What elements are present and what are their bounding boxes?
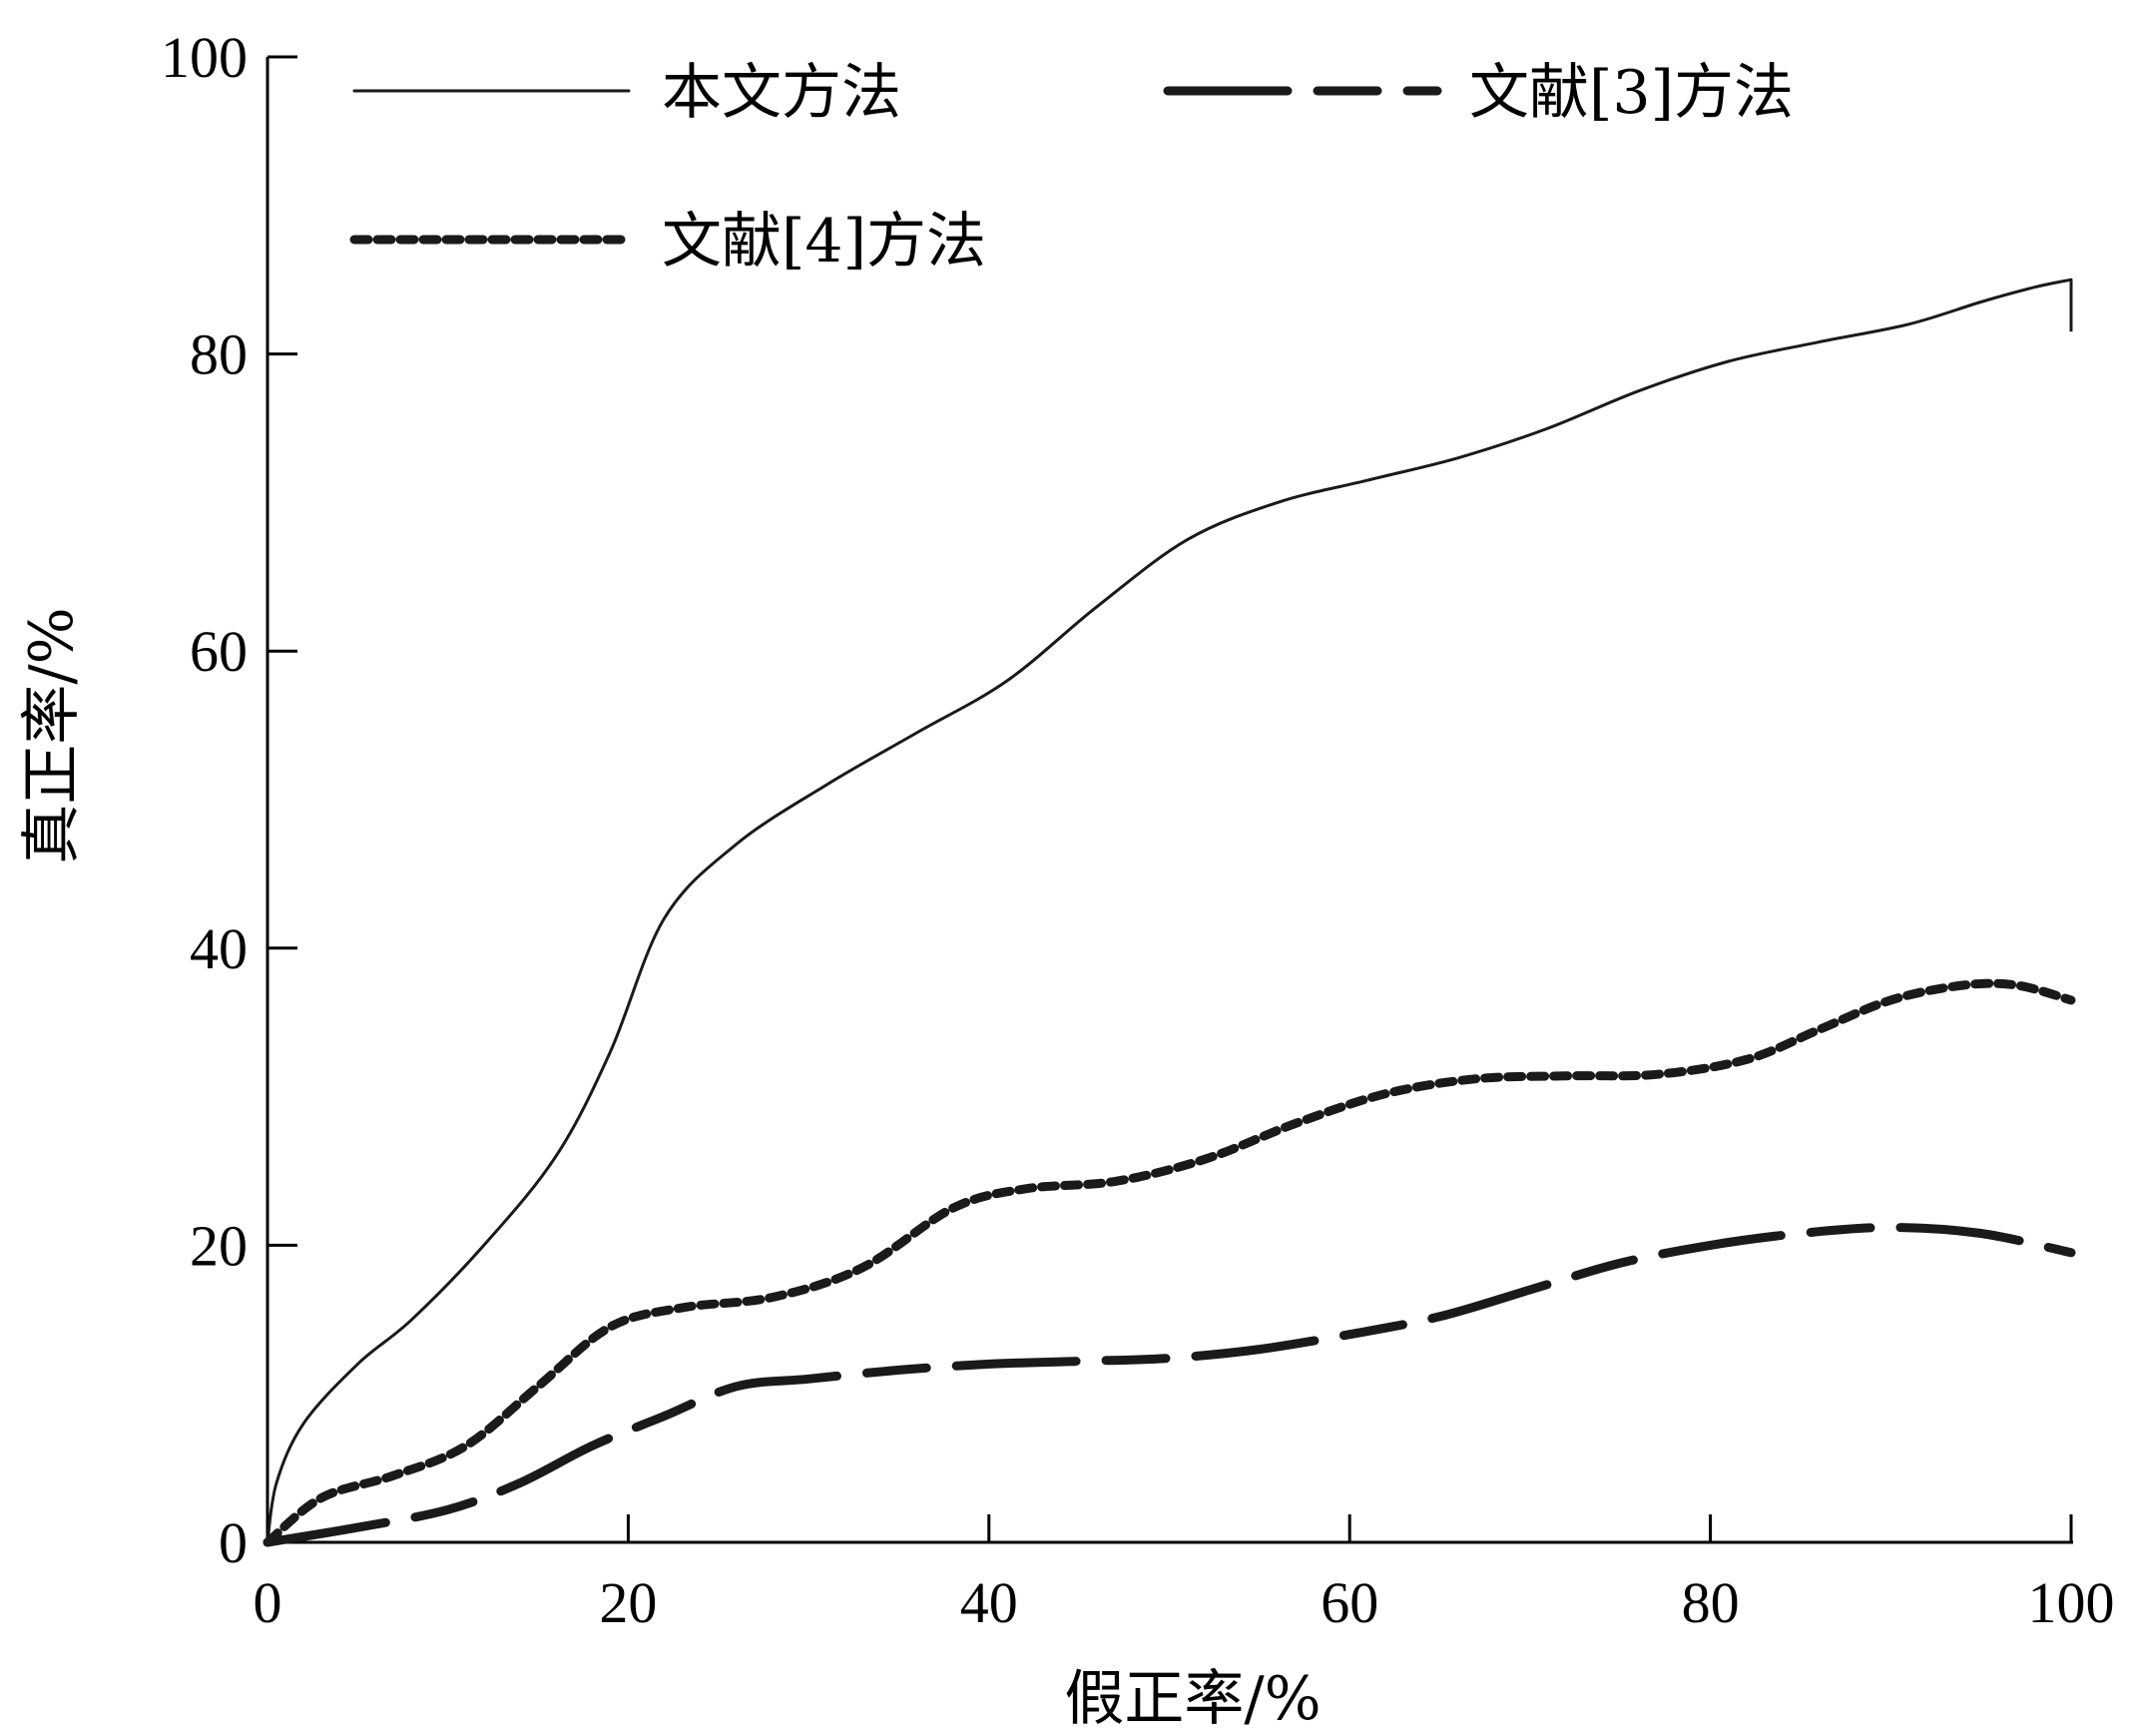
y-tick-label: 60	[190, 619, 248, 684]
y-axis-title: 真正率/%	[17, 607, 87, 864]
y-tick-label: 80	[190, 322, 248, 387]
series-line	[263, 978, 2076, 1547]
legend-item: 文献[3]方法	[1163, 58, 1794, 128]
x-axis-title: 假正率/%	[1064, 1664, 1321, 1734]
series-line	[266, 278, 2073, 1544]
legend-item: 本文方法	[352, 58, 901, 128]
x-tick-label: 20	[599, 1570, 657, 1635]
series-1	[266, 278, 2073, 1544]
x-tick-label: 100	[2028, 1570, 2115, 1635]
y-tick-label: 0	[219, 1510, 248, 1575]
series-2	[263, 1223, 2076, 1547]
series-layer	[263, 278, 2076, 1547]
x-tick-label: 40	[960, 1570, 1018, 1635]
x-tick-label: 60	[1321, 1570, 1378, 1635]
axes: 0 20 40 60 80 100 0 20 40 60 80 100	[161, 25, 2115, 1635]
legend-item: 文献[4]方法	[349, 207, 986, 277]
y-tick-label: 20	[190, 1213, 248, 1278]
series-line	[263, 1223, 2076, 1547]
legend-label: 文献[3]方法	[1469, 58, 1794, 128]
y-tick-label: 100	[161, 25, 248, 90]
y-tick-label: 40	[190, 916, 248, 981]
x-tick-label: 80	[1682, 1570, 1740, 1635]
legend-label: 本文方法	[662, 58, 901, 128]
legend-label: 文献[4]方法	[662, 207, 986, 277]
x-tick-label: 0	[254, 1570, 282, 1635]
series-3	[263, 978, 2076, 1547]
